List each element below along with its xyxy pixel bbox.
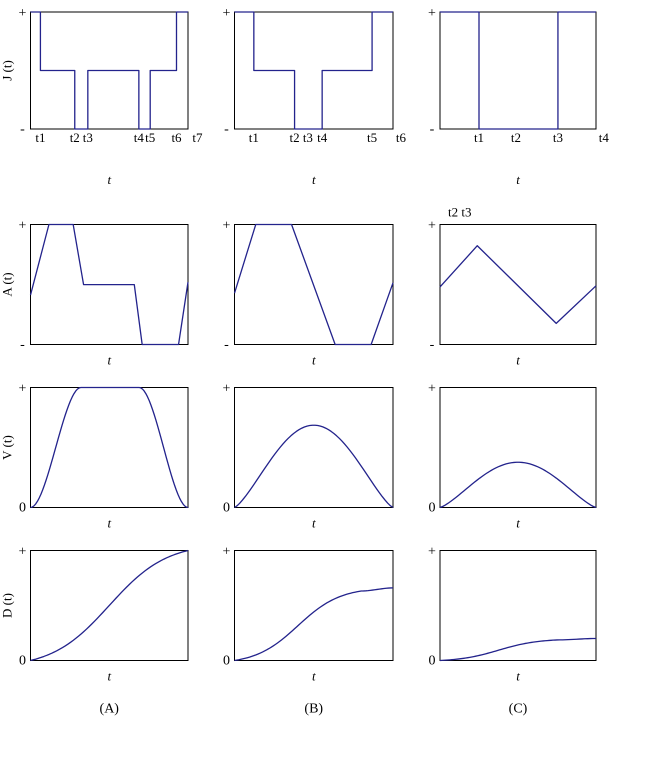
svg-text:t1: t1 [249,130,259,145]
svg-text:t5: t5 [145,130,155,145]
svg-text:+: + [428,6,436,21]
svg-text:t4: t4 [599,130,610,145]
svg-text:t: t [107,353,111,368]
svg-text:t4: t4 [134,130,145,145]
svg-text:(B): (B) [304,702,323,717]
svg-text:0: 0 [429,501,436,516]
svg-text:+: + [19,6,27,21]
svg-text:t: t [107,172,111,187]
svg-text:t3: t3 [303,130,313,145]
svg-text:-: - [20,122,25,137]
svg-text:+: + [428,545,436,560]
svg-text:t1: t1 [35,130,45,145]
svg-text:+: + [19,219,27,234]
svg-text:+: + [19,382,27,397]
svg-text:+: + [223,545,231,560]
svg-text:0: 0 [223,501,230,516]
svg-text:t3: t3 [83,130,93,145]
svg-text:t: t [107,516,111,531]
svg-text:t4: t4 [317,130,328,145]
svg-text:A (t): A (t) [0,272,15,296]
svg-text:t: t [312,516,316,531]
svg-text:t: t [516,353,520,368]
svg-text:0: 0 [19,654,26,669]
svg-text:t: t [312,172,316,187]
svg-text:t: t [516,669,520,684]
svg-text:-: - [430,122,435,137]
svg-text:t6: t6 [396,130,407,145]
svg-text:0: 0 [429,654,436,669]
svg-text:t: t [312,353,316,368]
svg-text:+: + [428,382,436,397]
svg-text:t1: t1 [474,130,484,145]
svg-text:t: t [107,669,111,684]
svg-text:V (t): V (t) [0,435,15,460]
svg-text:(A): (A) [100,702,120,717]
svg-text:-: - [224,122,229,137]
svg-text:t: t [516,516,520,531]
svg-text:+: + [19,545,27,560]
svg-text:t5: t5 [367,130,377,145]
svg-text:+: + [223,382,231,397]
svg-text:t3: t3 [553,130,563,145]
svg-text:(C): (C) [509,702,528,717]
svg-text:0: 0 [19,501,26,516]
svg-text:t2: t2 [511,130,521,145]
svg-text:-: - [430,338,435,353]
svg-text:t7: t7 [192,130,203,145]
svg-text:+: + [223,6,231,21]
svg-text:J (t): J (t) [0,60,15,81]
svg-text:+: + [223,219,231,234]
svg-text:-: - [224,338,229,353]
svg-text:t2 t3: t2 t3 [448,205,471,220]
svg-text:0: 0 [223,654,230,669]
svg-text:t: t [516,172,520,187]
svg-text:t2: t2 [70,130,80,145]
svg-text:D (t): D (t) [0,593,15,618]
svg-text:t6: t6 [171,130,182,145]
svg-text:-: - [20,338,25,353]
svg-text:+: + [428,219,436,234]
svg-text:t2: t2 [290,130,300,145]
svg-text:t: t [312,669,316,684]
